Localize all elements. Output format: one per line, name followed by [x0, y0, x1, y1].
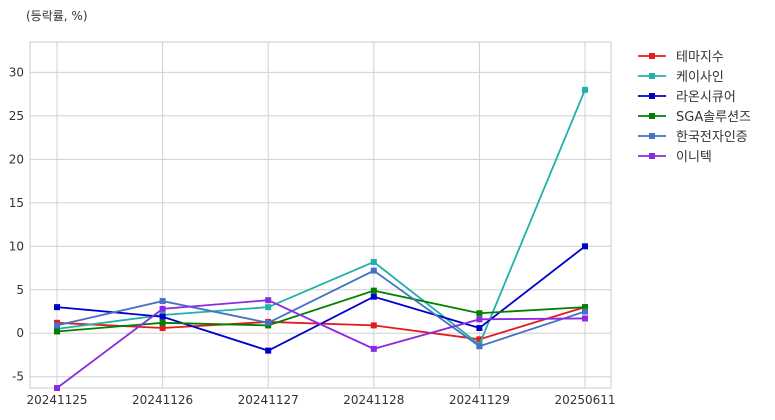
data-point	[54, 322, 60, 329]
y-tick-label: 25	[9, 109, 24, 123]
data-point	[159, 313, 166, 320]
data-point	[370, 293, 377, 300]
x-tick-label: 20241129	[449, 393, 510, 407]
legend-marker	[649, 93, 655, 99]
x-tick-label: 20241125	[26, 393, 87, 407]
data-point	[159, 305, 166, 312]
data-point	[265, 347, 272, 354]
data-point	[582, 86, 588, 93]
legend-label: 라온시큐어	[676, 90, 736, 105]
legend-label: 테마지수	[676, 50, 724, 65]
legend-marker	[649, 113, 655, 119]
legend-marker	[649, 73, 655, 79]
x-tick-label: 20241128	[343, 393, 404, 407]
legend-label: SGA솔루션즈	[676, 110, 751, 125]
data-point	[582, 304, 588, 311]
y-tick-label: 20	[9, 152, 24, 166]
y-tick-label: -5	[12, 370, 24, 384]
data-point	[265, 319, 272, 326]
legend-marker	[649, 153, 655, 159]
y-tick-label: 10	[9, 239, 24, 253]
x-tick-label: 20241126	[132, 393, 193, 407]
data-point	[54, 385, 60, 391]
data-point	[265, 304, 272, 311]
data-point	[582, 243, 588, 250]
y-tick-label: 5	[16, 283, 24, 297]
legend-marker	[649, 133, 655, 139]
legend-label: 케이사인	[676, 70, 724, 85]
data-point	[370, 345, 377, 352]
y-tick-label: 0	[16, 326, 24, 340]
data-point	[159, 319, 166, 326]
data-point	[159, 298, 166, 305]
data-point	[370, 322, 377, 329]
data-point	[582, 315, 588, 322]
data-point	[54, 304, 60, 311]
series-line	[56, 289, 586, 333]
data-point	[370, 287, 377, 294]
data-point	[476, 325, 483, 332]
plot-area	[29, 41, 612, 389]
data-point	[476, 310, 483, 317]
data-point	[476, 316, 483, 323]
data-point	[265, 297, 272, 304]
series-line	[56, 89, 586, 346]
y-tick-label: 30	[9, 65, 24, 79]
legend-marker	[649, 53, 655, 59]
x-tick-label: 20250611	[554, 393, 615, 407]
series-line	[56, 269, 586, 348]
series-line	[56, 299, 586, 389]
legend-label: 한국전자인증	[676, 130, 748, 145]
data-point	[582, 308, 588, 315]
data-point	[476, 336, 483, 343]
data-point	[476, 343, 483, 350]
y-tick-label: 15	[9, 196, 24, 210]
x-tick-label: 20241127	[238, 393, 299, 407]
y-unit-label: (등락률, %)	[26, 9, 88, 23]
data-point	[370, 258, 377, 265]
data-point	[159, 325, 166, 332]
data-point	[54, 328, 60, 335]
legend-label: 이니텍	[676, 150, 712, 165]
data-point	[370, 267, 377, 274]
